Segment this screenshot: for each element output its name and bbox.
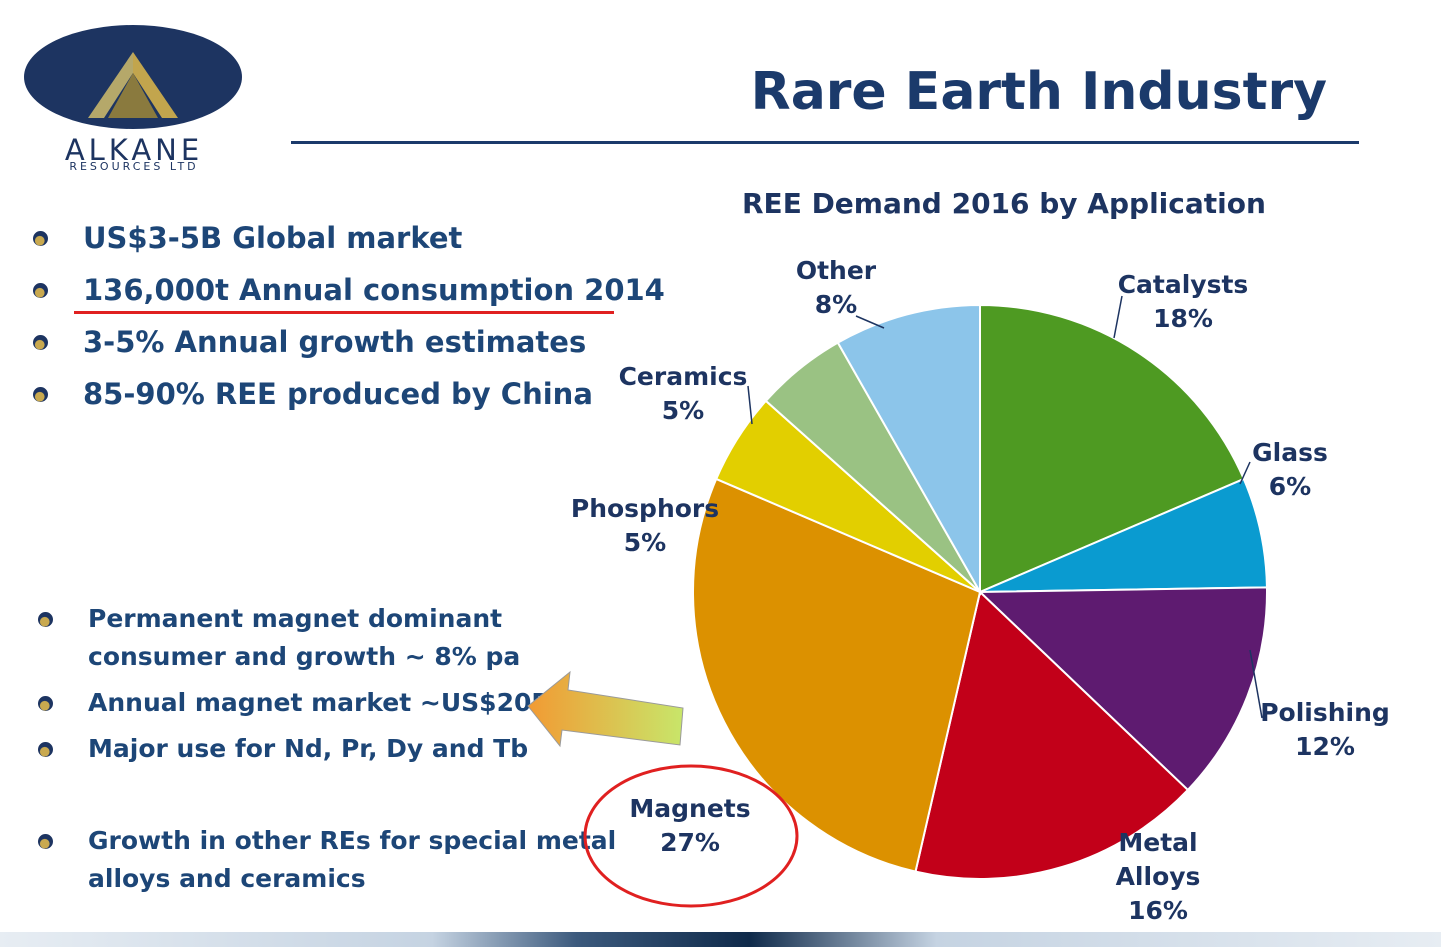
bullet-item: 136,000t Annual consumption 2014	[28, 270, 665, 322]
pie-slice-metal-alloys	[914, 590, 1190, 880]
pie-label-metal-alloys: Metal Alloys 16%	[1116, 826, 1201, 928]
leader-line	[855, 315, 885, 329]
company-logo: ALKANE RESOURCES LTD	[24, 25, 244, 185]
key-facts-list: US$3-5B Global market 136,000t Annual con…	[28, 218, 665, 426]
pie-label-magnets: Magnets 27%	[629, 792, 750, 860]
bullet-icon	[38, 612, 53, 627]
bullet-icon	[33, 387, 48, 402]
bullet-icon	[33, 283, 48, 298]
bullet-text: Permanent magnet dominant	[88, 604, 503, 633]
footer-band	[0, 932, 1441, 947]
bullet-item: 3-5% Annual growth estimates	[28, 322, 665, 374]
bullet-text: consumer and growth ~ 8% pa	[88, 642, 521, 671]
pie-label-value: 12%	[1295, 732, 1355, 761]
pie-label-phosphors: Phosphors 5%	[571, 492, 719, 560]
pie-label-value: 27%	[660, 828, 720, 857]
bullet-text: US$3-5B Global market	[83, 221, 463, 255]
title-divider	[291, 141, 1359, 144]
slide-title: Rare Earth Industry	[750, 62, 1327, 122]
logo-mark	[24, 25, 242, 129]
pie-label-name: Polishing	[1260, 698, 1390, 727]
pie-label-other: Other 8%	[796, 254, 876, 322]
bullet-text: 3-5% Annual growth estimates	[83, 325, 587, 359]
pie-label-ceramics: Ceramics 5%	[619, 360, 748, 428]
bullet-item: Growth in other REs for special metal all…	[28, 822, 616, 898]
bullet-text: Annual magnet market ~US$20B	[88, 688, 551, 717]
bullet-item: Major use for Nd, Pr, Dy and Tb	[28, 730, 528, 768]
bullet-text: Major use for Nd, Pr, Dy and Tb	[88, 734, 529, 763]
pie-label-name: Alloys	[1115, 862, 1201, 891]
pie-slice-catalysts	[979, 303, 1246, 594]
bullet-text: alloys and ceramics	[88, 864, 366, 893]
leader-line	[747, 385, 753, 425]
pie-label-value: 8%	[814, 290, 858, 319]
leader-line	[1113, 295, 1123, 339]
bullet-icon	[33, 231, 48, 246]
pie-slice-other	[836, 303, 981, 596]
chart-title: REE Demand 2016 by Application	[742, 187, 1266, 220]
bullet-item: Permanent magnet dominant consumer and gr…	[28, 600, 520, 676]
pie-label-polishing: Polishing 12%	[1260, 696, 1390, 764]
leader-line	[1239, 461, 1251, 485]
bullet-text: 85-90% REE produced by China	[83, 377, 593, 411]
pie-label-name: Glass	[1252, 438, 1328, 467]
pie-label-value: 5%	[661, 396, 705, 425]
bullet-item: Annual magnet market ~US$20B	[28, 684, 550, 722]
bullet-text: 136,000t Annual consumption 2014	[83, 273, 665, 307]
bullet-icon	[38, 834, 53, 849]
bullet-icon	[38, 742, 53, 757]
magnets-highlight-ellipse	[583, 764, 799, 908]
pie-label-name: Magnets	[629, 794, 751, 823]
pie-label-glass: Glass 6%	[1252, 436, 1328, 504]
bullet-icon	[33, 335, 48, 350]
leader-line	[1249, 649, 1263, 719]
pie-label-value: 6%	[1268, 472, 1312, 501]
pie-label-name: Catalysts	[1117, 270, 1249, 299]
pie-slice-polishing	[977, 586, 1268, 792]
pie-slice-magnets	[692, 477, 982, 873]
logo-name: ALKANE	[64, 133, 204, 167]
highlight-underline	[74, 311, 614, 314]
pie-label-catalysts: Catalysts 18%	[1118, 268, 1249, 336]
pie-label-name: Metal	[1118, 828, 1198, 857]
pie-label-name: Other	[795, 256, 877, 285]
bullet-text: Growth in other REs for special metal	[88, 826, 617, 855]
pie-label-value: 18%	[1153, 304, 1213, 333]
pie-label-value: 16%	[1128, 896, 1188, 925]
bullet-icon	[38, 696, 53, 711]
pie-label-name: Ceramics	[618, 362, 748, 391]
pie-label-value: 5%	[623, 528, 667, 557]
left-arrow	[527, 670, 684, 748]
pie-label-name: Phosphors	[570, 494, 720, 523]
bullet-item: 85-90% REE produced by China	[28, 374, 665, 426]
bullet-item: US$3-5B Global market	[28, 218, 665, 270]
logo-subtitle: RESOURCES LTD	[69, 160, 199, 173]
